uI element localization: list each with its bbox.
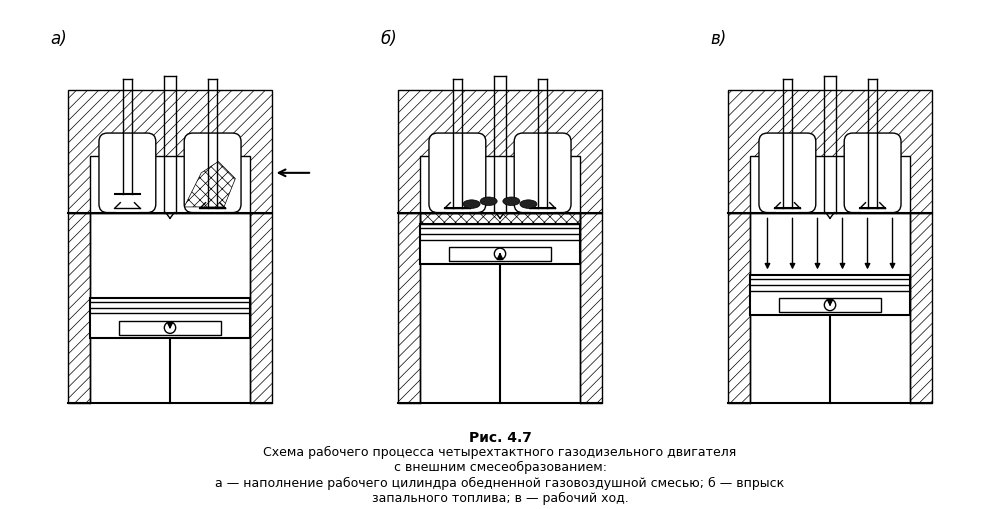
FancyBboxPatch shape [844,134,901,213]
Bar [90,156,250,213]
Bar [779,298,881,313]
Text: Рис. 4.7: Рис. 4.7 [469,430,531,444]
Bar [398,213,420,403]
Circle shape [164,322,176,334]
Ellipse shape [520,201,537,209]
Ellipse shape [480,197,497,206]
Bar [398,91,602,213]
Bar [250,213,272,403]
Text: а — наполнение рабочего цилиндра обедненной газовоздушной смесью; б — впрыск
зап: а — наполнение рабочего цилиндра обеднен… [215,476,785,504]
Bar [446,156,469,213]
Bar [420,224,580,264]
Bar [750,156,910,213]
Bar [449,247,551,262]
Bar [728,91,932,213]
Bar [201,156,224,213]
Bar [68,91,272,213]
Bar [580,213,602,403]
Bar [728,91,932,213]
Bar [728,213,750,403]
Bar [90,298,250,338]
Circle shape [494,248,506,260]
Bar [750,275,910,315]
FancyBboxPatch shape [759,134,816,213]
Bar [728,213,750,403]
Bar [68,213,90,403]
Bar [250,213,272,403]
Bar [420,156,580,213]
Bar [531,156,554,213]
Bar [68,213,90,403]
Bar [910,213,932,403]
FancyBboxPatch shape [184,134,241,213]
FancyBboxPatch shape [429,134,486,213]
Bar [398,91,602,213]
Circle shape [824,300,836,311]
Bar [68,91,272,213]
Bar [116,156,139,213]
FancyBboxPatch shape [514,134,571,213]
Bar [580,213,602,403]
Text: б): б) [381,30,397,48]
Ellipse shape [503,197,520,206]
FancyBboxPatch shape [99,134,156,213]
Bar [398,213,420,403]
Bar [119,321,221,335]
Bar [776,156,799,213]
Text: в): в) [711,30,727,48]
Bar [861,156,884,213]
Bar [420,213,580,224]
Bar [910,213,932,403]
Ellipse shape [463,201,480,209]
Text: а): а) [51,30,67,48]
Text: Схема рабочего процесса четырехтактного газодизельного двигателя
с внешним смесе: Схема рабочего процесса четырехтактного … [263,445,737,473]
